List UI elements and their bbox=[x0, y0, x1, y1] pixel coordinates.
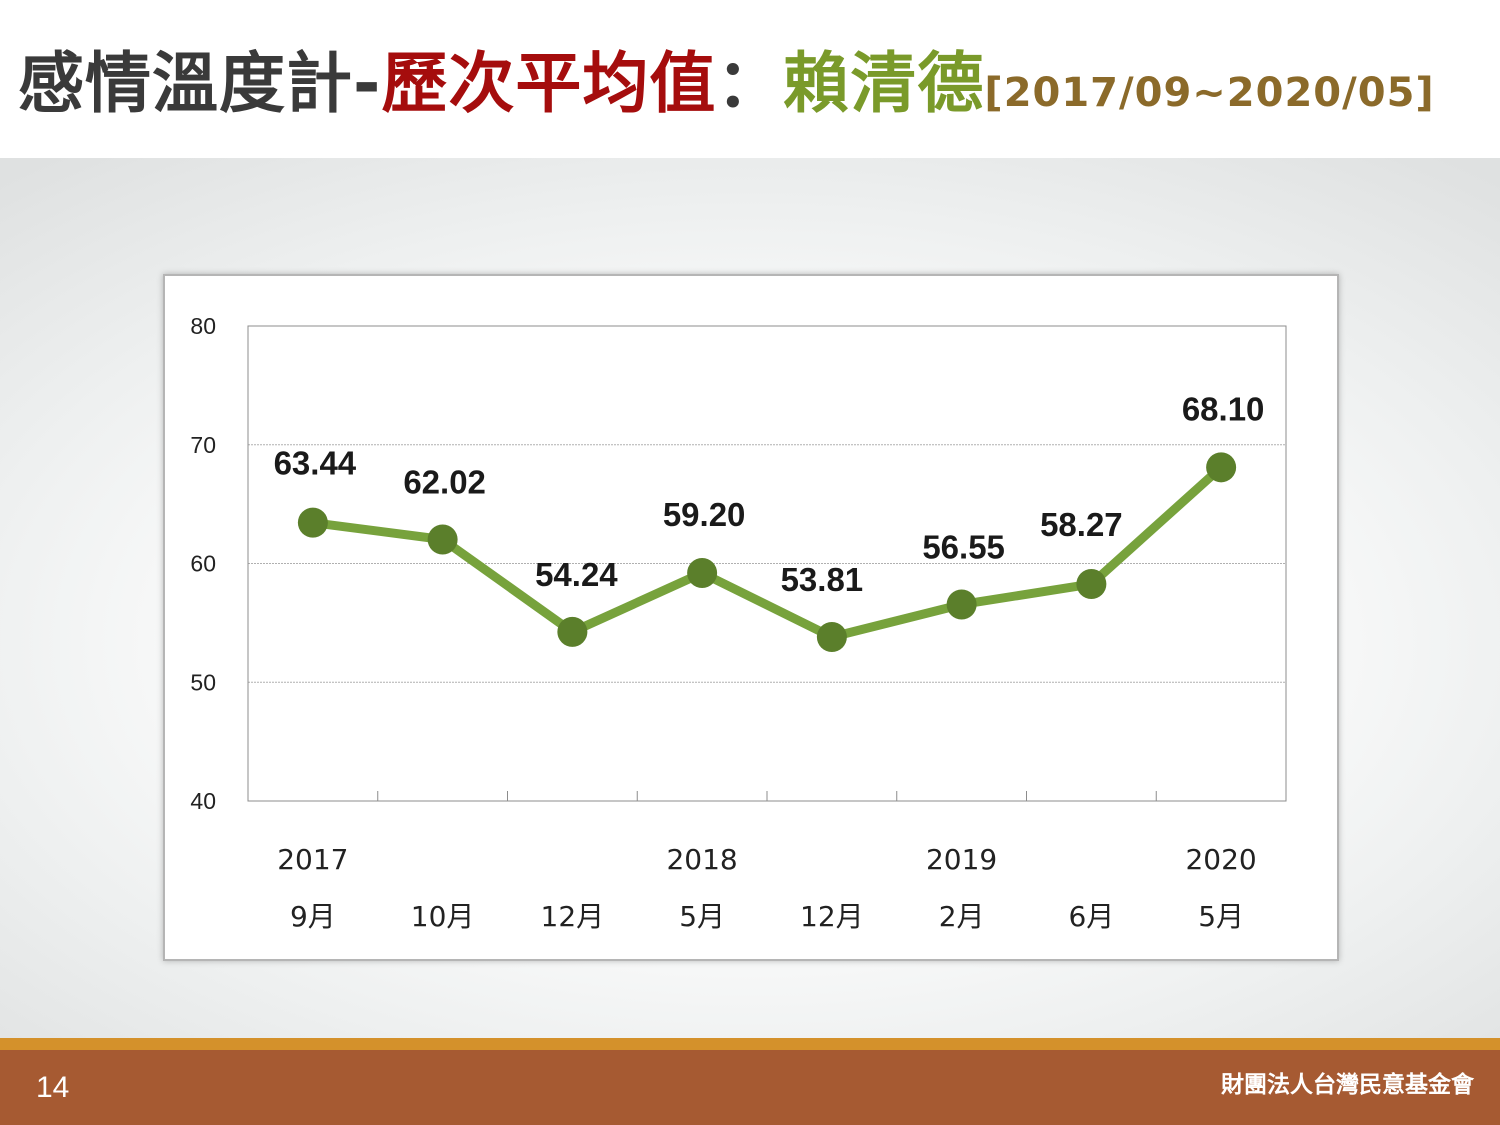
title-date-range: [2017/09~2020/05] bbox=[984, 70, 1435, 116]
data-point bbox=[1206, 452, 1237, 483]
data-label: 54.24 bbox=[535, 556, 618, 593]
title-part-1: 感情溫度計- bbox=[18, 45, 382, 122]
slide-header: 感情溫度計-歷次平均值：賴清德[2017/09~2020/05] bbox=[0, 0, 1500, 158]
page-number: 14 bbox=[36, 1071, 70, 1104]
data-label: 58.27 bbox=[1040, 506, 1123, 543]
x-year-label: 2018 bbox=[666, 843, 737, 876]
footer-bar bbox=[0, 1050, 1500, 1125]
title-part-2: 歷次平均值 bbox=[381, 45, 717, 122]
y-tick-label: 80 bbox=[190, 313, 216, 339]
data-point bbox=[557, 616, 588, 647]
data-label: 56.55 bbox=[922, 528, 1005, 565]
data-point bbox=[946, 589, 977, 620]
x-month-label: 9月 bbox=[290, 900, 336, 933]
data-label: 59.20 bbox=[663, 496, 746, 533]
y-tick-label: 70 bbox=[190, 432, 216, 458]
organization-name: 財團法人台灣民意基金會 bbox=[1221, 1072, 1474, 1098]
data-point bbox=[1076, 569, 1107, 600]
title-part-3: ： bbox=[716, 45, 784, 122]
y-tick-label: 60 bbox=[190, 551, 216, 577]
x-month-label: 6月 bbox=[1068, 900, 1114, 933]
x-year-label: 2020 bbox=[1185, 843, 1256, 876]
x-month-label: 2月 bbox=[939, 900, 985, 933]
data-point bbox=[687, 558, 718, 588]
title-part-4: 賴清德 bbox=[783, 45, 985, 122]
data-label: 62.02 bbox=[403, 464, 486, 501]
data-label: 68.10 bbox=[1182, 390, 1265, 427]
slide-title: 感情溫度計-歷次平均值：賴清德[2017/09~2020/05] bbox=[18, 36, 1435, 141]
x-month-label: 12月 bbox=[800, 900, 864, 933]
x-month-label: 12月 bbox=[541, 900, 605, 933]
x-month-label: 5月 bbox=[1198, 900, 1244, 933]
series-line bbox=[308, 462, 1226, 642]
x-month-label: 5月 bbox=[679, 900, 725, 933]
data-point bbox=[297, 507, 328, 538]
y-tick-label: 50 bbox=[190, 669, 216, 695]
data-point bbox=[427, 524, 458, 555]
data-label: 63.44 bbox=[274, 445, 357, 482]
line-chart: 40 50 60 70 80 63.44 62.02 54.24 59.20 53.81 56.55… bbox=[190, 313, 1287, 933]
data-point bbox=[816, 622, 847, 653]
y-tick-label: 40 bbox=[190, 788, 216, 814]
x-year-label: 2019 bbox=[926, 843, 997, 876]
x-year-label: 2017 bbox=[277, 843, 348, 876]
x-month-label: 10月 bbox=[411, 900, 475, 933]
data-label: 53.81 bbox=[781, 561, 864, 598]
chart-frame: 40 50 60 70 80 63.44 62.02 54.24 59.20 53.81 56.55… bbox=[163, 274, 1339, 961]
footer-stripe bbox=[0, 1038, 1500, 1050]
